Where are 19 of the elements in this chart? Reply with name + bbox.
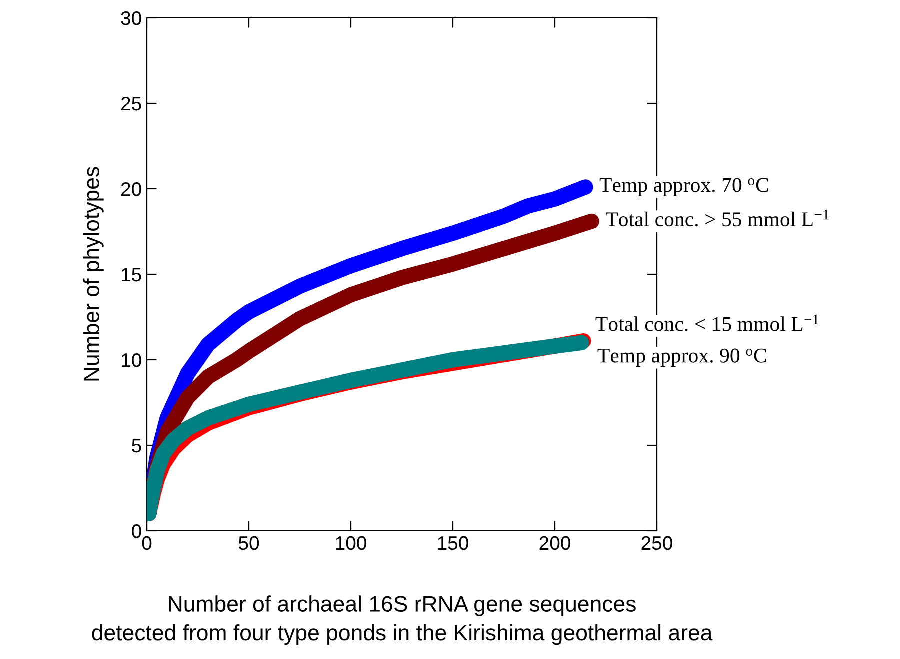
y-tick-label: 15: [122, 268, 142, 282]
y-tick-label: 5: [132, 439, 142, 453]
y-axis-title: Number of phylotypes: [83, 167, 104, 381]
x-tick-label: 250: [642, 536, 672, 550]
y-tick-label: 10: [122, 353, 142, 368]
x-tick-label: 50: [238, 536, 260, 550]
x-tick-label: 100: [336, 536, 366, 550]
x-axis-title: Number of archaeal 16S rRNA gene sequences detected from four type ponds in the Kirishima geothermal area: [92, 596, 713, 646]
y-tick-label: 30: [121, 11, 142, 26]
x-tick-label: 0: [142, 536, 152, 550]
y-tick-label: 20: [121, 182, 142, 196]
series-label: Total conc. < 15 mmol L$^{−1}$: [596, 314, 819, 332]
series-label: Temp approx. 90 $^{o}$C: [598, 348, 766, 368]
y-tick-label: 0: [132, 524, 142, 538]
x-tick-label: 150: [438, 536, 468, 550]
series-label: Temp approx. 70 $^{o}$C: [600, 178, 768, 196]
x-tick-label: 200: [540, 536, 570, 550]
y-tick-label: 25: [121, 96, 142, 111]
series-label: Total conc. > 55 mmol L$^{−1}$: [606, 210, 829, 227]
